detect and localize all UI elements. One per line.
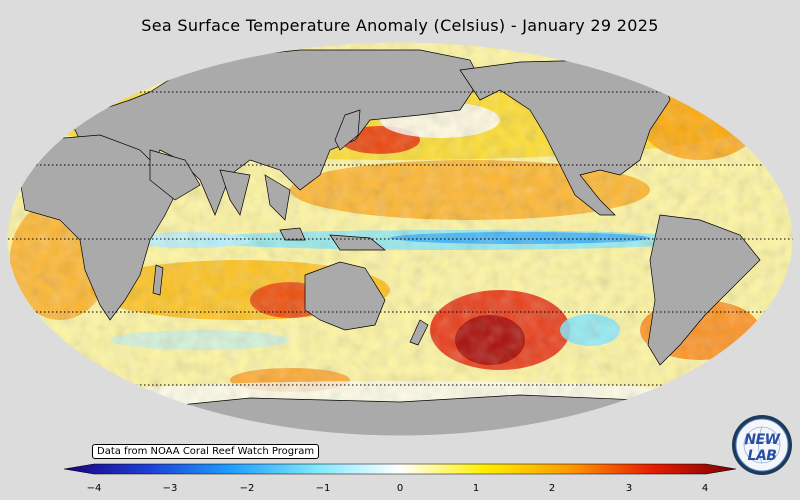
tick-label: −3 (162, 483, 178, 494)
tick-label: 2 (548, 483, 556, 494)
tick-label: 3 (625, 483, 633, 494)
logo-lettering: NEW LAB (744, 432, 780, 464)
page-title: Sea Surface Temperature Anomaly (Celsius… (141, 16, 659, 35)
colorbar (63, 463, 737, 475)
tick-label: 1 (472, 483, 480, 494)
newlab-logo: NEW LAB (731, 414, 793, 476)
tick-label: −1 (315, 483, 331, 494)
data-credit-label: Data from NOAA Coral Reef Watch Program (92, 444, 320, 459)
tick-label: 0 (396, 483, 404, 494)
ocean-anomaly-field (7, 42, 793, 436)
tick-label: −2 (239, 483, 255, 494)
tick-label: −4 (86, 483, 102, 494)
tick-label: 4 (701, 483, 709, 494)
